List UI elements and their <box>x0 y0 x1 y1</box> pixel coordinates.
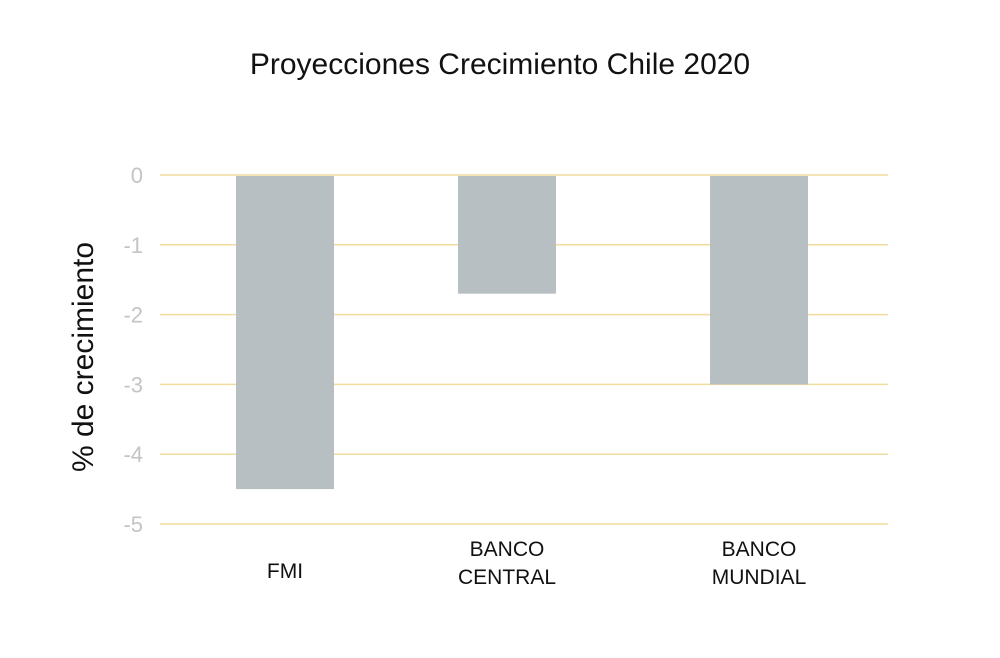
y-tick-label: -5 <box>123 512 143 537</box>
x-category-labels: FMI BANCO CENTRAL BANCO MUNDIAL <box>267 538 806 589</box>
bar <box>236 176 334 490</box>
y-tick-labels: 0 -1 -2 -3 -4 -5 <box>123 163 143 537</box>
bar <box>458 176 556 294</box>
y-tick-label: -4 <box>123 442 143 467</box>
bar <box>710 176 808 385</box>
chart-title: Proyecciones Crecimiento Chile 2020 <box>249 48 751 81</box>
y-tick-label: 0 <box>131 163 143 188</box>
x-category-label: BANCO <box>470 538 545 561</box>
y-tick-label: -1 <box>123 233 143 258</box>
x-category-label: BANCO <box>722 538 797 561</box>
y-tick-label: -3 <box>123 372 143 397</box>
x-category-label: MUNDIAL <box>712 566 807 589</box>
y-tick-label: -2 <box>123 303 143 328</box>
y-axis-title: % de crecimiento <box>67 242 100 472</box>
x-category-label: CENTRAL <box>458 566 556 589</box>
x-category-label: FMI <box>267 560 303 583</box>
bars <box>236 176 808 490</box>
